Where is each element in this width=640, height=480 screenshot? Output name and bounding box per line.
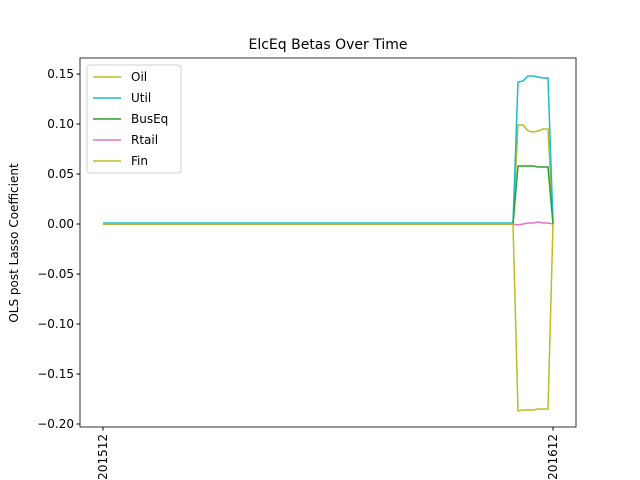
legend-label: Util [131, 91, 151, 105]
plot-frame [79, 57, 577, 428]
legend-box [86, 64, 182, 174]
y-tick-label: 0.00 [47, 217, 74, 231]
legend-label: Rtail [131, 133, 158, 147]
legend-label: Fin [131, 154, 148, 168]
y-tick-label: −0.05 [37, 267, 74, 281]
series-line [103, 221, 554, 226]
x-tick-label: 201512 [96, 434, 110, 480]
y-tick-label: 0.10 [47, 117, 74, 131]
y-axis-label: OLS post Lasso Coefficient [7, 163, 21, 323]
series-line [103, 165, 554, 225]
chart-title: ElcEq Betas Over Time [248, 37, 407, 53]
y-tick-label: 0.05 [47, 167, 74, 181]
x-tick-label: 201612 [546, 434, 560, 480]
y-tick-label: −0.20 [37, 417, 74, 431]
y-tick-label: −0.10 [37, 317, 74, 331]
series-line [103, 75, 554, 224]
series-line [103, 223, 554, 412]
legend-label: Oil [131, 70, 147, 84]
legend: Oil Util BusEq Rtail Fin [86, 64, 182, 174]
legend-label: BusEq [131, 112, 168, 126]
y-tick-label: 0.15 [47, 67, 74, 81]
y-tick-label: −0.15 [37, 367, 74, 381]
series-line [103, 124, 554, 225]
